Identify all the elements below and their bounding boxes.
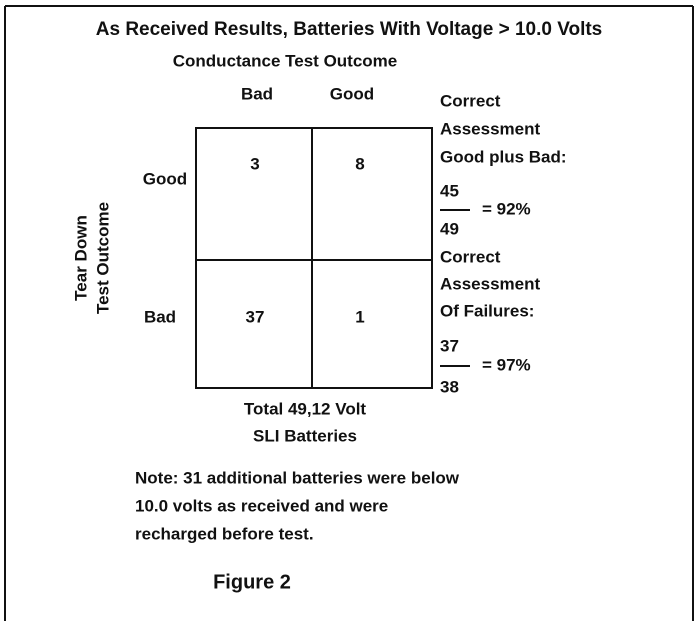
cell: 3 — [250, 154, 259, 173]
numerator: 37 — [440, 336, 459, 355]
column-label: Bad — [241, 84, 273, 103]
footer: SLI Batteries — [253, 426, 357, 445]
column-label: Good — [330, 84, 374, 103]
cell: 8 — [355, 154, 364, 173]
cell: 1 — [355, 307, 364, 326]
row-axis-label: Test Outcome — [93, 202, 112, 314]
result: = 97% — [482, 355, 531, 374]
row-axis-label: Tear Down — [71, 215, 90, 301]
row-label: Bad — [144, 307, 176, 326]
result: = 92% — [482, 199, 531, 218]
note: recharged before test. — [135, 524, 314, 543]
caption: Figure 2 — [213, 571, 291, 593]
assessment-label: Good plus Bad: — [440, 147, 567, 166]
column-axis-label: Conductance Test Outcome — [173, 51, 398, 70]
assessment-label: Assessment — [440, 274, 541, 293]
assessment-label: Assessment — [440, 119, 541, 138]
assessment-label: Correct — [440, 247, 501, 266]
numerator: 45 — [440, 181, 459, 200]
cell: 37 — [246, 307, 265, 326]
assessment-label: Of Failures: — [440, 301, 534, 320]
assessment-label: Correct — [440, 91, 501, 110]
title: As Received Results, Batteries With Volt… — [96, 19, 603, 40]
note: Note: 31 additional batteries were below — [135, 468, 460, 487]
denominator: 38 — [440, 377, 459, 396]
footer: Total 49,12 Volt — [244, 399, 367, 418]
row-label: Good — [143, 169, 187, 188]
grid — [195, 127, 433, 389]
note: 10.0 volts as received and were — [135, 496, 388, 515]
denominator: 49 — [440, 219, 459, 238]
